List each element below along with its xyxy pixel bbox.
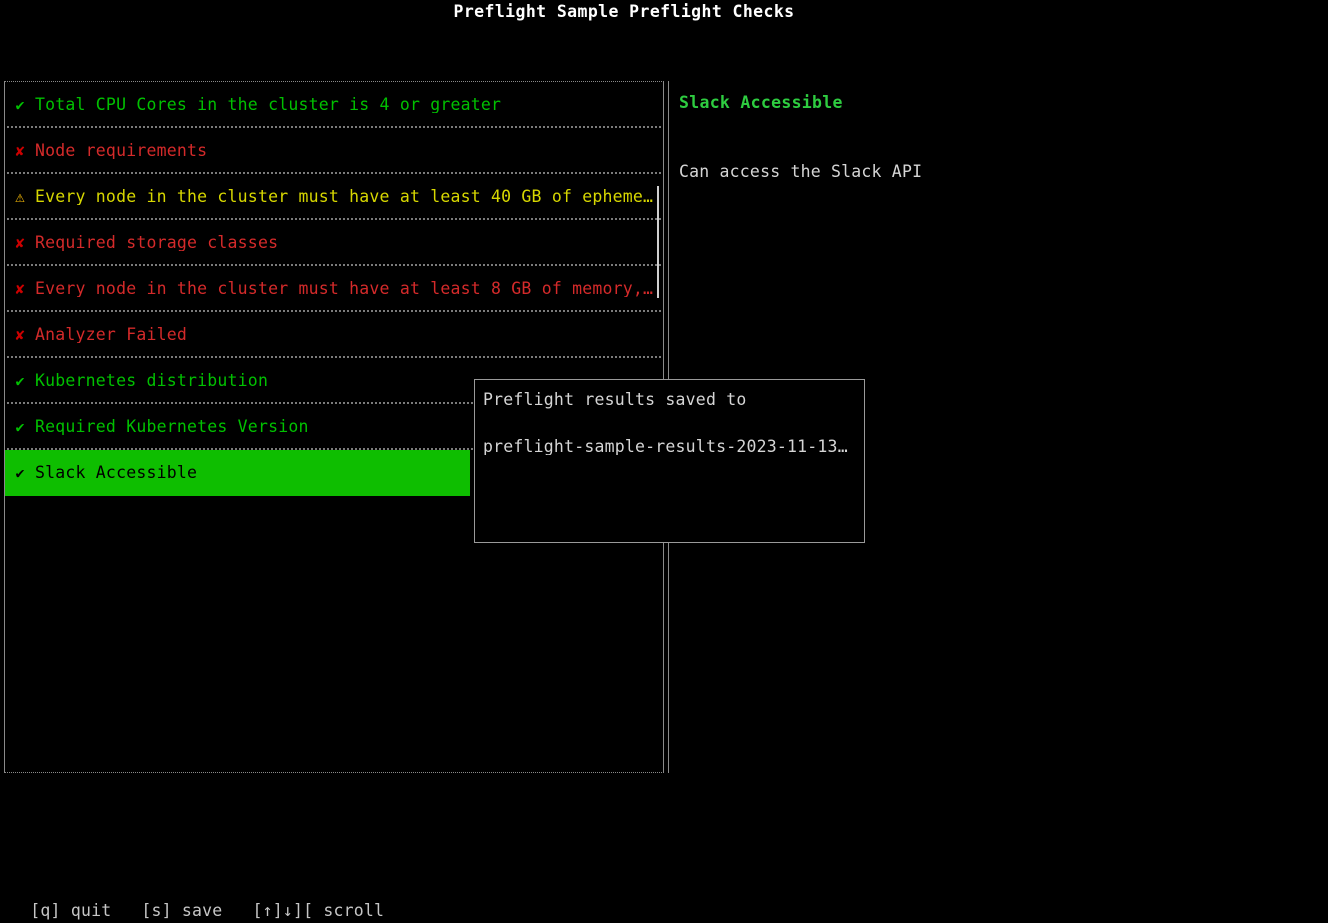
save-dialog-message: Preflight results saved to	[483, 392, 747, 409]
check-row[interactable]: ✘ Required storage classes	[5, 220, 663, 266]
check-row-label: Analyzer Failed	[35, 326, 188, 344]
check-row-label: Node requirements	[35, 142, 208, 160]
row-separator	[7, 170, 661, 174]
check-detail-body: Can access the Slack API	[679, 161, 923, 181]
row-separator	[7, 124, 661, 128]
row-separator	[7, 262, 661, 266]
check-icon: ✔	[15, 371, 25, 390]
check-row-label: Total CPU Cores in the cluster is 4 or g…	[35, 96, 502, 114]
warning-triangle-icon: ⚠	[15, 187, 25, 206]
check-row[interactable]: ⚠ Every node in the cluster must have at …	[5, 174, 663, 220]
check-row-label: Required storage classes	[35, 234, 279, 252]
save-results-dialog[interactable]: Preflight results saved to preflight-sam…	[474, 379, 865, 543]
footer-keybindings: [q] quit [s] save [↑]↓][ scroll	[10, 886, 384, 919]
page-title: Preflight Sample Preflight Checks	[453, 2, 795, 21]
check-row[interactable]: ✘ Node requirements	[5, 128, 663, 174]
checks-list: ✔ Total CPU Cores in the cluster is 4 or …	[5, 82, 663, 496]
check-row[interactable]: ✔ Required Kubernetes Version	[5, 404, 663, 450]
check-icon: ✔	[15, 463, 25, 482]
check-row[interactable]: ✔ Slack Accessible	[5, 450, 470, 496]
hint-quit[interactable]: [q] quit	[30, 900, 112, 920]
check-row[interactable]: ✘ Analyzer Failed	[5, 312, 663, 358]
cross-icon: ✘	[15, 279, 25, 298]
row-separator	[7, 308, 661, 312]
hint-scroll[interactable]: [↑]↓][ scroll	[252, 900, 385, 920]
row-separator	[7, 354, 661, 358]
check-row[interactable]: ✘ Every node in the cluster must have at …	[5, 266, 663, 312]
hint-save[interactable]: [s] save	[141, 900, 223, 920]
check-icon: ✔	[15, 417, 25, 436]
check-detail-title: Slack Accessible	[679, 93, 843, 112]
check-row-label: Every node in the cluster must have at l…	[35, 280, 663, 298]
row-separator	[7, 400, 661, 404]
cross-icon: ✘	[15, 233, 25, 252]
row-separator	[7, 216, 661, 220]
save-dialog-filename: preflight-sample-results-2023-11-13T1…	[483, 438, 856, 455]
check-row-label: Every node in the cluster must have at l…	[35, 188, 654, 206]
row-separator	[7, 446, 661, 450]
cross-icon: ✘	[15, 325, 25, 344]
cross-icon: ✘	[15, 141, 25, 160]
check-row[interactable]: ✔ Kubernetes distribution	[5, 358, 663, 404]
check-icon: ✔	[15, 95, 25, 114]
list-scrollbar[interactable]	[657, 82, 659, 772]
check-row-label: Slack Accessible	[35, 464, 198, 482]
list-scrollbar-thumb[interactable]	[657, 186, 659, 298]
check-row[interactable]: ✔ Total CPU Cores in the cluster is 4 or …	[5, 82, 663, 128]
